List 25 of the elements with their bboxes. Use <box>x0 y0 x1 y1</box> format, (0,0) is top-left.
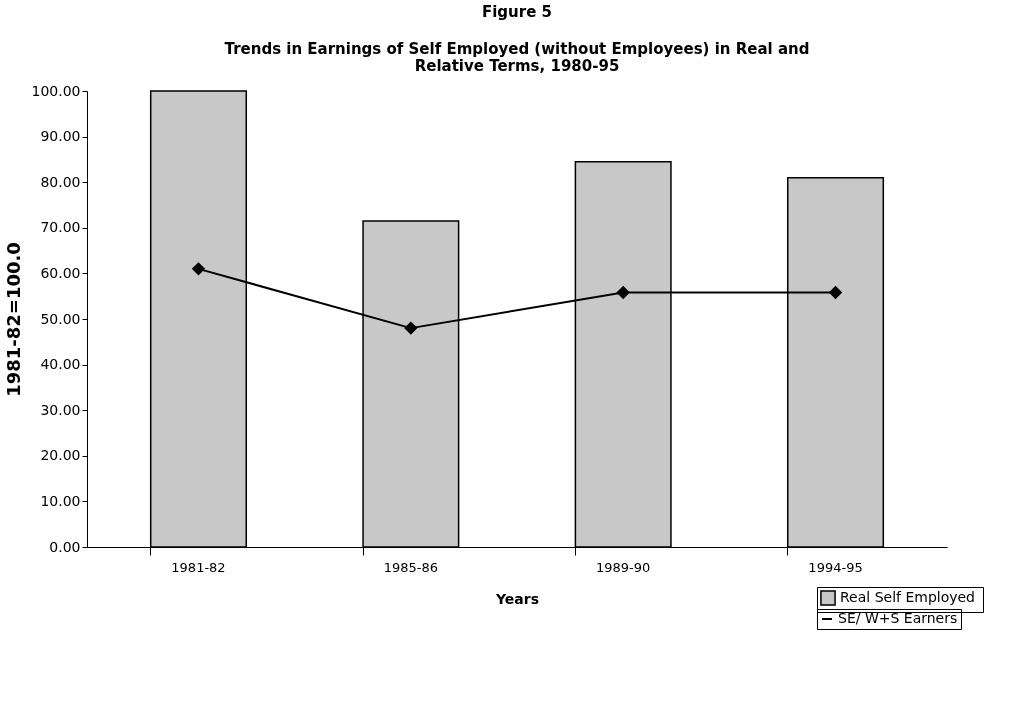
y-tick-label: 100.00 <box>31 82 81 99</box>
point <box>191 262 206 276</box>
y-tick-label: 90.00 <box>40 128 81 145</box>
point <box>828 285 843 300</box>
legend-label: Real Self Employed <box>840 589 976 605</box>
y-tick-label: 0.00 <box>49 538 81 555</box>
y-tick-label: 60.00 <box>40 264 81 281</box>
chart-subtitle: Trends in Earnings of Self Employed (without Employees) in Real and Relative Terms, 1980-95 <box>224 40 810 75</box>
y-axis-title: 1981-82=100.0 <box>2 242 24 397</box>
y-tick-label: 10.00 <box>40 492 81 509</box>
y-tick-label: 50.00 <box>40 310 81 327</box>
y-tick-label: 20.00 <box>40 447 81 464</box>
x-tick-label: 1989-90 <box>596 559 651 575</box>
x-tick-label: 1981-82 <box>171 559 226 575</box>
x-tick-label: 1994-95 <box>808 559 863 575</box>
point <box>616 285 630 300</box>
point <box>404 321 418 335</box>
chart-title: Figure 5 <box>481 3 553 21</box>
y-tick-label: 80.00 <box>40 173 81 190</box>
y-tick-label: 70.00 <box>40 219 81 236</box>
x-axis-title: Years <box>494 590 540 607</box>
legend-label: SE/ W+S Earners <box>838 610 958 626</box>
y-tick-label: 40.00 <box>40 356 81 373</box>
y-tick-label: 30.00 <box>40 401 81 418</box>
x-tick-label: 1985-86 <box>383 559 438 575</box>
